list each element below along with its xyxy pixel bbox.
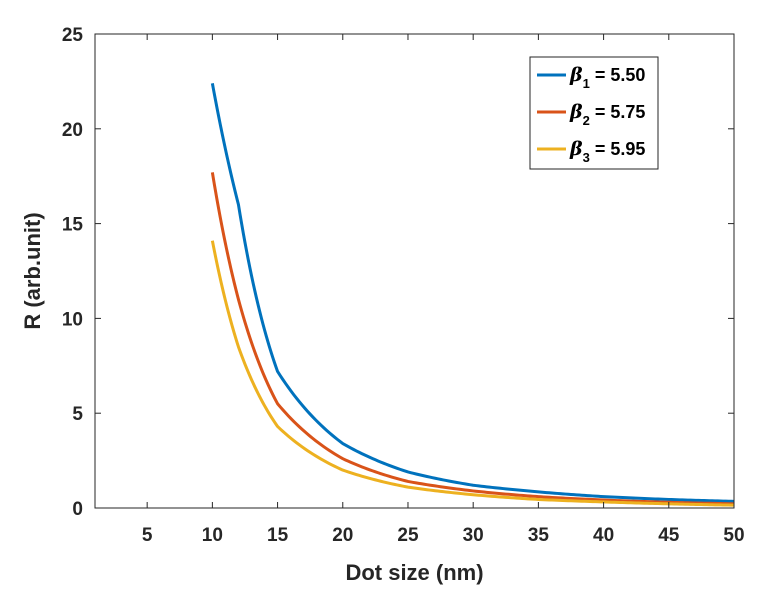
ticks-layer: 5 10 15 20 25 30 35 40 45 50 0 5 10 15 20 25	[62, 25, 745, 546]
y-tick-label: 0	[72, 499, 83, 520]
y-tick-label: 25	[62, 25, 84, 46]
legend-subscript: 3	[583, 150, 590, 165]
series-line-2	[210, 172, 735, 506]
series-line-3	[210, 240, 735, 507]
x-tick-label: 40	[593, 525, 614, 546]
legend-label: β1 = 5.50	[569, 64, 645, 91]
y-axis-label: R (arb.unit)	[20, 212, 45, 329]
x-axis-label: Dot size (nm)	[345, 560, 483, 585]
legend-symbol: β	[569, 101, 583, 123]
x-tick-label: 50	[723, 525, 744, 546]
curves-layer	[210, 83, 735, 507]
legend-label: β2 = 5.75	[569, 101, 645, 128]
y-tick-label: 5	[72, 404, 83, 425]
legend-subscript: 2	[583, 113, 590, 128]
x-tick-label: 30	[463, 525, 484, 546]
legend-subscript: 1	[583, 76, 590, 91]
legend-entry: β2 = 5.75	[537, 101, 645, 128]
x-tick-label: 5	[142, 525, 153, 546]
x-tick-label: 45	[658, 525, 680, 546]
legend-symbol: β	[569, 64, 583, 86]
x-tick-label: 35	[528, 525, 550, 546]
y-tick-label: 20	[62, 120, 83, 141]
legend-value: = 5.95	[590, 139, 646, 159]
legend-value: = 5.75	[590, 102, 646, 122]
x-tick-label: 25	[397, 525, 419, 546]
x-tick-label: 10	[202, 525, 223, 546]
legend-value: = 5.50	[590, 65, 646, 85]
x-tick-label: 15	[267, 525, 289, 546]
series-line-1	[210, 83, 735, 503]
legend-entry: β3 = 5.95	[537, 138, 645, 165]
y-tick-label: 15	[62, 215, 84, 236]
x-tick-label: 20	[332, 525, 353, 546]
y-tick-label: 10	[62, 309, 83, 330]
plot-area-frame	[94, 33, 735, 509]
legend-entry: β1 = 5.50	[537, 64, 645, 91]
legend-symbol: β	[569, 138, 583, 160]
legend-label: β3 = 5.95	[569, 138, 645, 165]
